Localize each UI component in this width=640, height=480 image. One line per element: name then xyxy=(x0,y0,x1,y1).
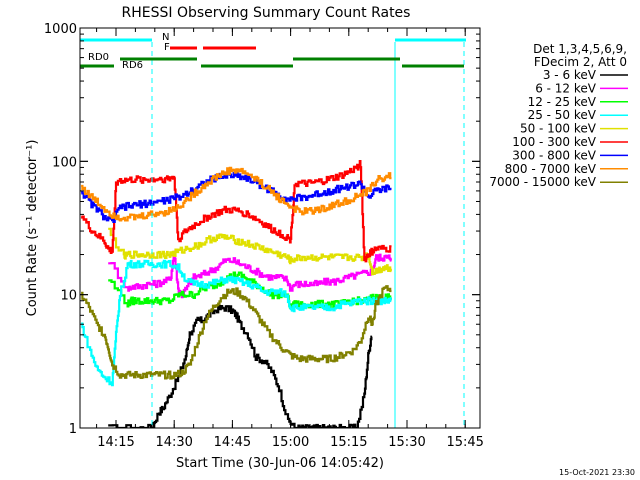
x-tick-label: 14:15 xyxy=(97,435,134,450)
x-tick-label: 15:30 xyxy=(388,435,425,450)
y-tick-label: 1 xyxy=(69,422,77,437)
series-line-7 xyxy=(81,166,392,222)
y-axis-label: Count Rate (s⁻¹ detector⁻¹) xyxy=(25,140,40,317)
x-tick-label: 14:45 xyxy=(214,435,251,450)
legend-label: 800 - 7000 keV xyxy=(505,162,597,176)
x-tick-label: 15:15 xyxy=(330,435,367,450)
y-tick-label: 1000 xyxy=(44,22,77,37)
series-line-1 xyxy=(108,250,392,299)
timestamp: 15-Oct-2021 23:30 xyxy=(559,468,635,477)
series-line-3 xyxy=(81,259,392,387)
series-line-0 xyxy=(108,304,373,428)
x-tick-label: 14:30 xyxy=(155,435,192,450)
legend-label: 3 - 6 keV xyxy=(543,68,597,82)
legend-label: 6 - 12 keV xyxy=(535,81,597,95)
x-axis-label: Start Time (30-Jun-06 14:05:42) xyxy=(176,456,384,471)
legend-label: 7000 - 15000 keV xyxy=(489,175,596,189)
legend-header-line-1: Det 1,3,4,5,6,9, xyxy=(533,42,627,56)
series-line-8 xyxy=(81,285,392,380)
series-line-5 xyxy=(81,160,392,263)
legend-label: 50 - 100 keV xyxy=(520,122,597,136)
legend-label: 100 - 300 keV xyxy=(512,135,596,149)
flag-label: N xyxy=(162,32,169,43)
legend-label: 12 - 25 keV xyxy=(528,95,597,109)
legend-label: 300 - 800 keV xyxy=(512,148,596,162)
chart-title: RHESSI Observing Summary Count Rates xyxy=(122,5,411,21)
flag-label: RD6 xyxy=(122,60,143,71)
flag-label: RD0 xyxy=(88,52,109,63)
plot-area xyxy=(81,160,392,428)
x-tick-label: 15:45 xyxy=(446,435,483,450)
x-tick-label: 15:00 xyxy=(272,435,309,450)
y-tick-label: 100 xyxy=(52,155,77,170)
flag-label: F xyxy=(164,42,170,53)
plot-frame xyxy=(79,27,481,429)
y-tick-label: 10 xyxy=(60,289,77,304)
legend-label: 25 - 50 keV xyxy=(528,108,597,122)
legend-header-line-2: FDecim 2, Att 0 xyxy=(534,55,627,69)
